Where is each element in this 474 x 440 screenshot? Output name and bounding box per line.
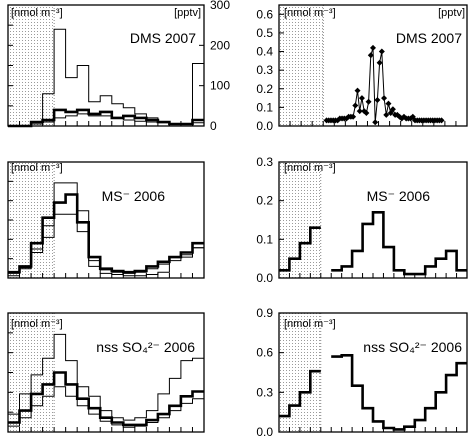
series-step-2 [8,108,204,128]
y-tick-label: 0.0 [256,119,273,133]
panel-3-unit-left: [nmol m⁻³] [11,162,63,174]
y-tick-label: 0 [210,119,217,133]
panel-3-title: MS⁻ 2006 [102,188,166,204]
panel-4-unit-left: [nmol m⁻³] [284,162,336,174]
panel-1-unit-left: [nmol m⁻³] [11,7,63,19]
y-tick-label: 0.5 [256,26,273,40]
chart-panel-2: 0.0 0.1 0.2 0.3 0.4 0.5 0.6 [256,4,468,133]
data-point [438,117,445,124]
panel-2-title: DMS 2007 [396,30,462,46]
data-point [374,96,381,103]
data-point [372,119,379,126]
series-step-1 [8,182,204,277]
y-tick-label: 0.3 [256,385,273,399]
y-tick-label: 200 [210,38,230,52]
chart-panel-6: 0.0 0.3 0.6 0.9 [256,306,468,439]
shaded-region [279,5,324,126]
data-point [378,48,385,55]
plot-frame [278,4,468,127]
y-tick-label: 0.6 [256,7,273,21]
data-point [370,44,376,51]
y-tick-label: 0.2 [256,194,273,208]
data-point [385,100,392,107]
data-point [376,59,383,66]
panel-6-unit-left: [nmol m⁻³] [284,318,336,330]
panel-4-title: MS⁻ 2006 [367,188,431,204]
y-tick-label: 0.3 [256,63,273,77]
panel-1-unit-right: [pptv] [174,7,201,19]
panel-5-title: nss SO₄²⁻ 2006 [96,339,195,355]
y-tick-label: 300 [210,0,230,12]
y-tick-label: 0.4 [256,45,273,59]
y-tick-label: 0.1 [256,232,273,246]
chart-panel-4: 0.0 0.1 0.2 0.3 [256,155,468,285]
series-step-3 [8,386,204,428]
y-tick-label: 100 [210,79,230,93]
y-tick-label: 0.9 [256,306,273,320]
panel-1-title: DMS 2007 [130,30,196,46]
chart-panel-1: 0 100 200 300 [7,0,230,133]
panel-6-title: nss SO₄²⁻ 2006 [363,339,462,355]
series-step-3 [8,213,204,274]
data-point [363,109,370,116]
chart-panel-3 [7,161,205,279]
data-point [356,108,363,115]
y-tick-label: 0.0 [256,425,273,439]
shaded-region [8,5,55,126]
data-point [381,95,388,102]
data-point [383,111,390,118]
panel-labels: [nmol m⁻³] [pptv] DMS 2007 [nmol m⁻³] [p… [11,7,465,355]
y-tick-label: 0.1 [256,100,273,114]
y-tick-label: 0.3 [256,155,273,169]
data-point [367,52,374,59]
shaded-region [279,162,321,278]
data-point [352,102,359,109]
y-tick-label: 0.2 [256,82,273,96]
series-step-1 [279,211,467,276]
data-point [358,95,365,102]
series-step-2 [8,193,204,274]
data-point [350,113,357,120]
data-point [365,98,372,105]
series-line [326,47,442,123]
data-point [354,87,361,94]
series-step-1 [279,354,467,431]
data-point [389,106,396,113]
panel-2-unit-right: [pptv] [438,7,465,19]
series-step-1 [8,333,204,421]
series-step-3 [8,113,204,127]
panel-5-unit-left: [nmol m⁻³] [11,318,63,330]
panel-2-unit-left: [nmol m⁻³] [284,7,336,19]
y-tick-label: 0.0 [256,271,273,285]
chart-panel-5 [7,312,205,433]
y-tick-label: 0.6 [256,346,273,360]
